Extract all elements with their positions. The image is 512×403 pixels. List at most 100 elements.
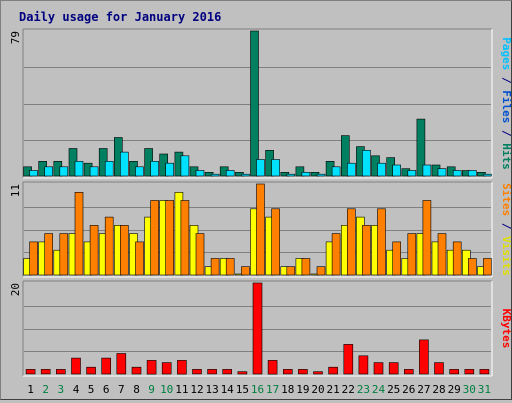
bar-kbytes: KBytes 8: 1.5 bbox=[131, 366, 142, 375]
hits-panel: 79Hits 1: 5Hits 2: 8Hits 3: 8Hits 4: 15H… bbox=[9, 28, 512, 179]
bar-files: Files 13: 1 bbox=[210, 173, 220, 177]
bar-sites: Sites 19: 2 bbox=[301, 258, 311, 276]
bar-files: Files 20: 1 bbox=[316, 173, 326, 177]
x-tick-label: 5 bbox=[88, 383, 95, 396]
bar-files: Files 30: 3 bbox=[467, 170, 477, 177]
bar-kbytes: KBytes 4: 3.5 bbox=[71, 357, 81, 375]
bar-kbytes: KBytes 11: 3 bbox=[177, 360, 187, 375]
bar-files: Files 10: 7 bbox=[165, 162, 174, 177]
bar-files: Files 12: 3 bbox=[195, 170, 205, 177]
bar-files: Files 18: 1 bbox=[286, 173, 296, 177]
bar-kbytes: KBytes 17: 3 bbox=[267, 360, 278, 375]
bar-sites: Sites 3: 5 bbox=[59, 233, 69, 276]
bar-sites: Sites 17: 8 bbox=[271, 208, 280, 276]
bar-sites: Sites 25: 4 bbox=[392, 241, 402, 276]
bar-files: Files 24: 7 bbox=[377, 162, 386, 177]
x-tick-label: 20 bbox=[311, 383, 324, 396]
bar-files: Files 5: 5 bbox=[89, 166, 99, 177]
bar-sites: Sites 16: 11 bbox=[256, 183, 265, 276]
bar-sites: Sites 13: 2 bbox=[210, 258, 220, 276]
kbytes-panel: 20 KBytes 1: 1 KBytes 2: 1 KBytes 3: 1 KByte… bbox=[9, 280, 512, 377]
bar-files: Files 1: 3 bbox=[29, 170, 38, 177]
bar-sites: Sites 23: 6 bbox=[362, 225, 371, 276]
x-tick-label: 1 bbox=[27, 383, 34, 396]
x-tick-label: 8 bbox=[133, 383, 140, 396]
bar-sites: Sites 8: 4 bbox=[135, 241, 144, 276]
legend-entry: / bbox=[500, 70, 511, 90]
bar-sites: Sites 27: 9 bbox=[422, 200, 432, 276]
x-tick-label: 15 bbox=[236, 383, 249, 396]
bar-sites: Sites 29: 4 bbox=[452, 241, 462, 276]
bar-files: Files 17: 9 bbox=[271, 159, 280, 177]
bar-files: Files 22: 7 bbox=[346, 162, 356, 177]
x-tick-label: 17 bbox=[266, 383, 279, 396]
x-tick-label: 28 bbox=[432, 383, 445, 396]
bar-files: Files 9: 8 bbox=[150, 161, 159, 177]
bar-sites: Sites 7: 6 bbox=[120, 225, 129, 276]
bar-hits: Hits 16: 79 bbox=[250, 30, 259, 177]
series-legend: KBytes bbox=[500, 309, 511, 349]
bar-sites: Sites 14: 2 bbox=[225, 258, 235, 276]
legend-entry: KBytes bbox=[500, 309, 511, 349]
legend-entry: Visits bbox=[500, 236, 511, 276]
bar-sites: Sites 5: 6 bbox=[89, 225, 99, 276]
bar-kbytes: KBytes 19: 1 bbox=[298, 369, 308, 375]
legend-entry: Sites bbox=[500, 183, 511, 216]
bar-kbytes: KBytes 7: 4.5 bbox=[116, 353, 127, 375]
bar-kbytes: KBytes 2: 1 bbox=[40, 369, 51, 375]
legend-entry: Files bbox=[500, 90, 511, 123]
x-tick-label: 4 bbox=[73, 383, 80, 396]
bar-kbytes: KBytes 3: 1 bbox=[55, 369, 66, 375]
bar-files: Files 23: 14 bbox=[362, 150, 371, 177]
bar-hits: Hits 22: 22 bbox=[340, 135, 350, 177]
bar-sites: Sites 28: 5 bbox=[437, 233, 447, 276]
bar-kbytes: KBytes 16: 20 bbox=[252, 282, 263, 375]
bar-kbytes: KBytes 12: 1 bbox=[192, 369, 202, 375]
bar-sites: Sites 15: 1 bbox=[241, 266, 250, 276]
bar-files: Files 29: 3 bbox=[452, 170, 462, 177]
bar-sites: Sites 20: 1 bbox=[316, 266, 326, 276]
x-tick-label: 3 bbox=[57, 383, 64, 396]
bar-sites: Sites 18: 1 bbox=[286, 266, 296, 276]
bar-kbytes: KBytes 22: 6.5 bbox=[343, 344, 354, 375]
bar-files: Files 27: 6 bbox=[422, 164, 432, 177]
x-tick-label: 23 bbox=[357, 383, 370, 396]
bar-sites: Sites 24: 8 bbox=[377, 208, 386, 276]
bar-kbytes: KBytes 21: 1.5 bbox=[328, 366, 338, 375]
legend-entry: / bbox=[500, 123, 511, 143]
x-tick-label: 13 bbox=[205, 383, 218, 396]
bar-kbytes: KBytes 14: 1 bbox=[222, 369, 232, 375]
axis-max-label: 20 bbox=[9, 283, 22, 296]
bar-kbytes: KBytes 24: 2.5 bbox=[373, 362, 384, 375]
x-tick-label: 31 bbox=[478, 383, 491, 396]
bar-sites: Sites 10: 9 bbox=[165, 200, 174, 276]
bar-kbytes: KBytes 9: 3 bbox=[146, 360, 157, 375]
bar-hits: Hits 19: 5 bbox=[295, 166, 305, 177]
bar-sites: Sites 30: 2 bbox=[467, 258, 477, 276]
x-tick-label: 11 bbox=[175, 383, 188, 396]
bar-kbytes: KBytes 18: 1 bbox=[282, 369, 293, 375]
bar-files: Files 26: 3 bbox=[407, 170, 417, 177]
bar-sites: Sites 2: 5 bbox=[44, 233, 54, 276]
bar-files: Files 15: 1 bbox=[241, 173, 250, 177]
bar-files: Files 4: 8 bbox=[74, 161, 84, 177]
legend-entry: Hits bbox=[500, 143, 511, 170]
bar-files: Files 21: 5 bbox=[331, 166, 341, 177]
series-legend: Sites / Visits bbox=[500, 183, 511, 276]
x-tick-label: 7 bbox=[118, 383, 125, 396]
bar-sites: Sites 22: 8 bbox=[346, 208, 356, 276]
x-tick-label: 27 bbox=[417, 383, 430, 396]
x-tick-label: 24 bbox=[372, 383, 386, 396]
bar-kbytes: KBytes 27: 7.5 bbox=[419, 339, 429, 375]
x-tick-label: 2 bbox=[42, 383, 49, 396]
bar-sites: Sites 26: 5 bbox=[407, 233, 417, 276]
bar-kbytes: KBytes 5: 1.5 bbox=[86, 366, 96, 375]
x-tick-label: 21 bbox=[326, 383, 339, 396]
bar-kbytes: KBytes 28: 2.5 bbox=[434, 362, 444, 375]
x-tick-label: 6 bbox=[103, 383, 110, 396]
bar-sites: Sites 9: 9 bbox=[150, 200, 159, 276]
bar-sites: Sites 4: 10 bbox=[74, 192, 84, 276]
x-tick-label: 9 bbox=[148, 383, 155, 396]
axis-max-label: 11 bbox=[9, 184, 22, 197]
